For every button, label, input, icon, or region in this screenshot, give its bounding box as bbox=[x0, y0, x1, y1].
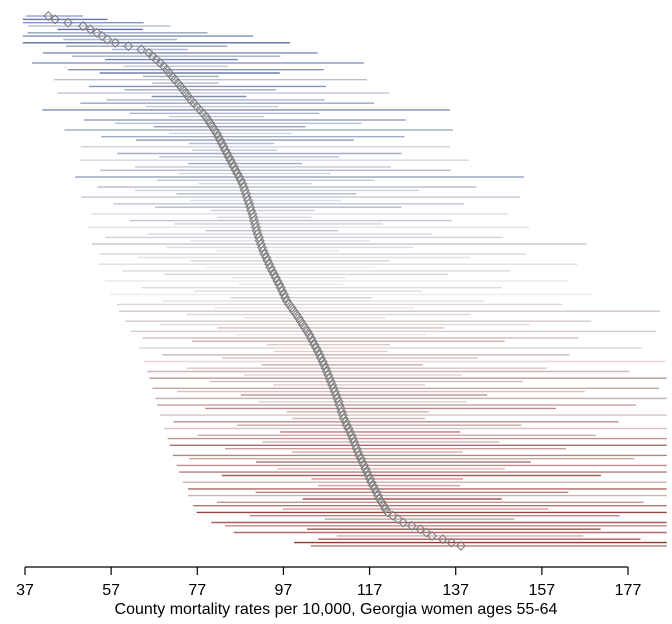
estimate-diamond-marker bbox=[351, 443, 362, 454]
estimate-diamond-marker bbox=[340, 416, 351, 427]
estimate-diamond-marker bbox=[245, 202, 256, 213]
estimate-diamond-marker bbox=[350, 440, 361, 451]
estimate-diamond-marker bbox=[258, 245, 269, 256]
x-axis-tick-label: 37 bbox=[16, 582, 34, 599]
estimate-diamond-marker bbox=[333, 396, 344, 407]
x-axis-tick-label: 177 bbox=[615, 582, 642, 599]
x-axis-tick-label: 157 bbox=[529, 582, 556, 599]
estimate-diamond-marker bbox=[136, 44, 147, 55]
estimate-diamond-marker bbox=[243, 198, 255, 209]
estimate-diamond-marker bbox=[275, 282, 286, 293]
estimate-diamond-marker bbox=[371, 487, 382, 498]
estimate-diamond-marker bbox=[329, 386, 340, 397]
estimate-diamond-marker bbox=[243, 195, 254, 206]
estimate-diamond-marker bbox=[102, 34, 113, 45]
estimate-diamond-marker bbox=[349, 436, 360, 448]
x-axis-label: County mortality rates per 10,000, Georg… bbox=[114, 601, 558, 618]
estimate-diamond-marker bbox=[240, 188, 252, 199]
estimate-diamond-marker bbox=[324, 373, 335, 384]
estimate-diamond-marker bbox=[238, 182, 249, 193]
estimate-diamond-marker bbox=[317, 356, 328, 367]
estimate-diamond-marker bbox=[361, 467, 373, 478]
estimate-diamond-marker bbox=[247, 208, 258, 219]
estimate-diamond-marker bbox=[264, 259, 275, 270]
estimate-diamond-marker bbox=[336, 406, 347, 417]
x-axis-tick-label: 117 bbox=[357, 582, 383, 599]
estimate-diamond-marker bbox=[278, 289, 289, 300]
estimate-diamond-marker bbox=[406, 520, 417, 531]
estimate-diamond-marker bbox=[110, 37, 121, 48]
estimate-diamond-marker bbox=[337, 410, 348, 421]
estimate-diamond-marker bbox=[239, 185, 250, 196]
estimate-diamond-marker bbox=[332, 393, 343, 404]
estimate-diamond-marker bbox=[330, 389, 342, 401]
estimate-diamond-marker bbox=[358, 460, 370, 471]
estimate-diamond-marker bbox=[78, 21, 89, 32]
x-axis-tick-label: 77 bbox=[188, 582, 206, 599]
estimate-diamond-marker bbox=[364, 473, 376, 484]
estimate-diamond-marker bbox=[335, 403, 346, 414]
estimate-diamond-marker bbox=[50, 14, 61, 25]
estimate-diamond-marker bbox=[256, 242, 267, 253]
estimate-diamond-marker bbox=[85, 24, 96, 35]
estimate-diamond-marker bbox=[255, 239, 267, 250]
estimate-diamond-marker bbox=[446, 537, 457, 548]
estimate-diamond-marker bbox=[248, 212, 259, 223]
estimate-diamond-marker bbox=[237, 178, 248, 189]
estimate-diamond-marker bbox=[343, 423, 354, 434]
estimate-diamond-marker bbox=[327, 379, 338, 390]
estimate-diamond-marker bbox=[325, 376, 336, 387]
estimate-diamond-marker bbox=[426, 530, 438, 541]
estimate-diamond-marker bbox=[241, 192, 252, 203]
estimate-diamond-marker bbox=[252, 228, 263, 240]
estimate-diamond-marker bbox=[314, 349, 325, 360]
estimate-diamond-marker bbox=[334, 400, 345, 411]
estimate-diamond-marker bbox=[249, 215, 260, 226]
estimate-diamond-marker bbox=[123, 41, 134, 52]
estimate-diamond-marker bbox=[346, 430, 357, 441]
estimate-diamond-marker bbox=[320, 363, 331, 374]
estimate-diamond-marker bbox=[251, 225, 262, 236]
estimate-diamond-marker bbox=[321, 366, 332, 377]
x-axis-tick-label: 57 bbox=[102, 582, 120, 599]
estimate-diamond-marker bbox=[261, 252, 272, 263]
estimate-diamond-marker bbox=[455, 540, 466, 551]
estimate-diamond-marker bbox=[398, 517, 409, 528]
x-axis-tick-label: 97 bbox=[275, 582, 293, 599]
estimate-diamond-marker bbox=[355, 453, 367, 464]
estimate-diamond-marker bbox=[352, 446, 363, 458]
estimate-diamond-marker bbox=[328, 383, 339, 394]
x-axis-tick-label: 137 bbox=[442, 582, 469, 599]
estimate-diamond-marker bbox=[323, 369, 334, 380]
estimate-diamond-marker bbox=[246, 205, 257, 216]
estimate-diamond-marker bbox=[437, 534, 448, 545]
estimate-diamond-marker bbox=[63, 17, 74, 28]
estimate-diamond-marker bbox=[43, 10, 54, 22]
estimate-diamond-marker bbox=[347, 433, 358, 444]
estimate-diamond-marker bbox=[253, 232, 264, 243]
estimate-diamond-marker bbox=[254, 235, 265, 246]
estimate-diamond-marker bbox=[249, 218, 261, 229]
estimate-diamond-marker bbox=[250, 222, 261, 233]
